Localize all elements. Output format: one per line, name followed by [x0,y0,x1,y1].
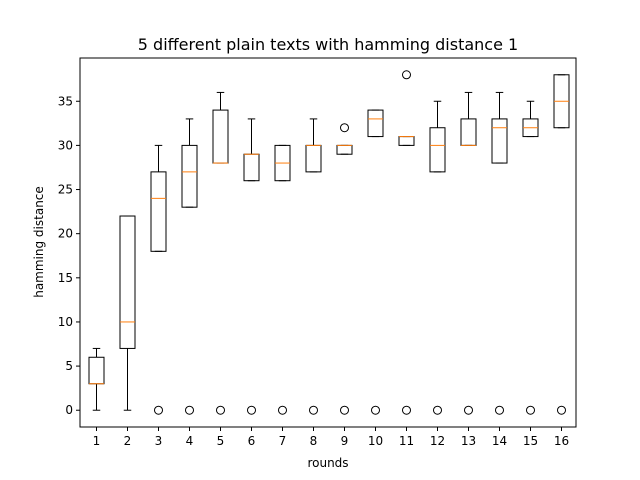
x-tick-label: 12 [430,434,445,448]
box [181,144,198,208]
box [367,109,384,138]
outlier-point [495,405,504,415]
y-tick-label: 0 [65,403,73,417]
axes-frame [79,57,577,428]
x-tick-label: 6 [248,434,256,448]
box [429,127,446,173]
x-tick-label: 4 [186,434,194,448]
box [212,109,229,164]
box [491,118,508,164]
x-tick-label: 11 [399,434,414,448]
outlier-point [557,405,566,415]
x-tick-label: 10 [368,434,383,448]
y-tick-label: 5 [65,359,73,373]
x-tick-label: 3 [155,434,163,448]
box [398,136,415,146]
x-tick-label: 5 [217,434,225,448]
chart-title: 5 different plain texts with hamming dis… [138,35,518,54]
box [336,144,353,155]
outlier-point [216,405,225,415]
outlier-point [340,123,349,133]
outlier-point [433,405,442,415]
box [305,144,322,173]
y-tick-label: 20 [58,227,73,241]
y-axis-label: hamming distance [32,186,46,298]
y-tick-label: 35 [58,94,73,108]
outlier-point [185,405,194,415]
box [460,118,477,146]
outlier-point [402,70,411,80]
x-tick-label: 14 [492,434,507,448]
outlier-point [309,405,318,415]
box [243,153,260,182]
x-tick-label: 7 [279,434,287,448]
x-axis-label: rounds [307,456,348,470]
y-tick-label: 10 [58,315,73,329]
y-tick-label: 15 [58,271,73,285]
x-tick-label: 9 [341,434,349,448]
outlier-point [340,405,349,415]
x-tick-label: 1 [93,434,101,448]
outlier-point [402,405,411,415]
box [88,356,105,385]
x-tick-label: 8 [310,434,318,448]
x-tick-label: 2 [124,434,132,448]
x-tick-label: 15 [523,434,538,448]
box [119,215,136,349]
outlier-point [464,405,473,415]
x-tick-label: 16 [554,434,569,448]
outlier-point [278,405,287,415]
x-tick-label: 13 [461,434,476,448]
outlier-point [526,405,535,415]
y-tick-label: 30 [58,138,73,152]
outlier-point [371,405,380,415]
y-tick-label: 25 [58,183,73,197]
box [150,171,167,252]
outlier-point [154,405,163,415]
outlier-point [247,405,256,415]
